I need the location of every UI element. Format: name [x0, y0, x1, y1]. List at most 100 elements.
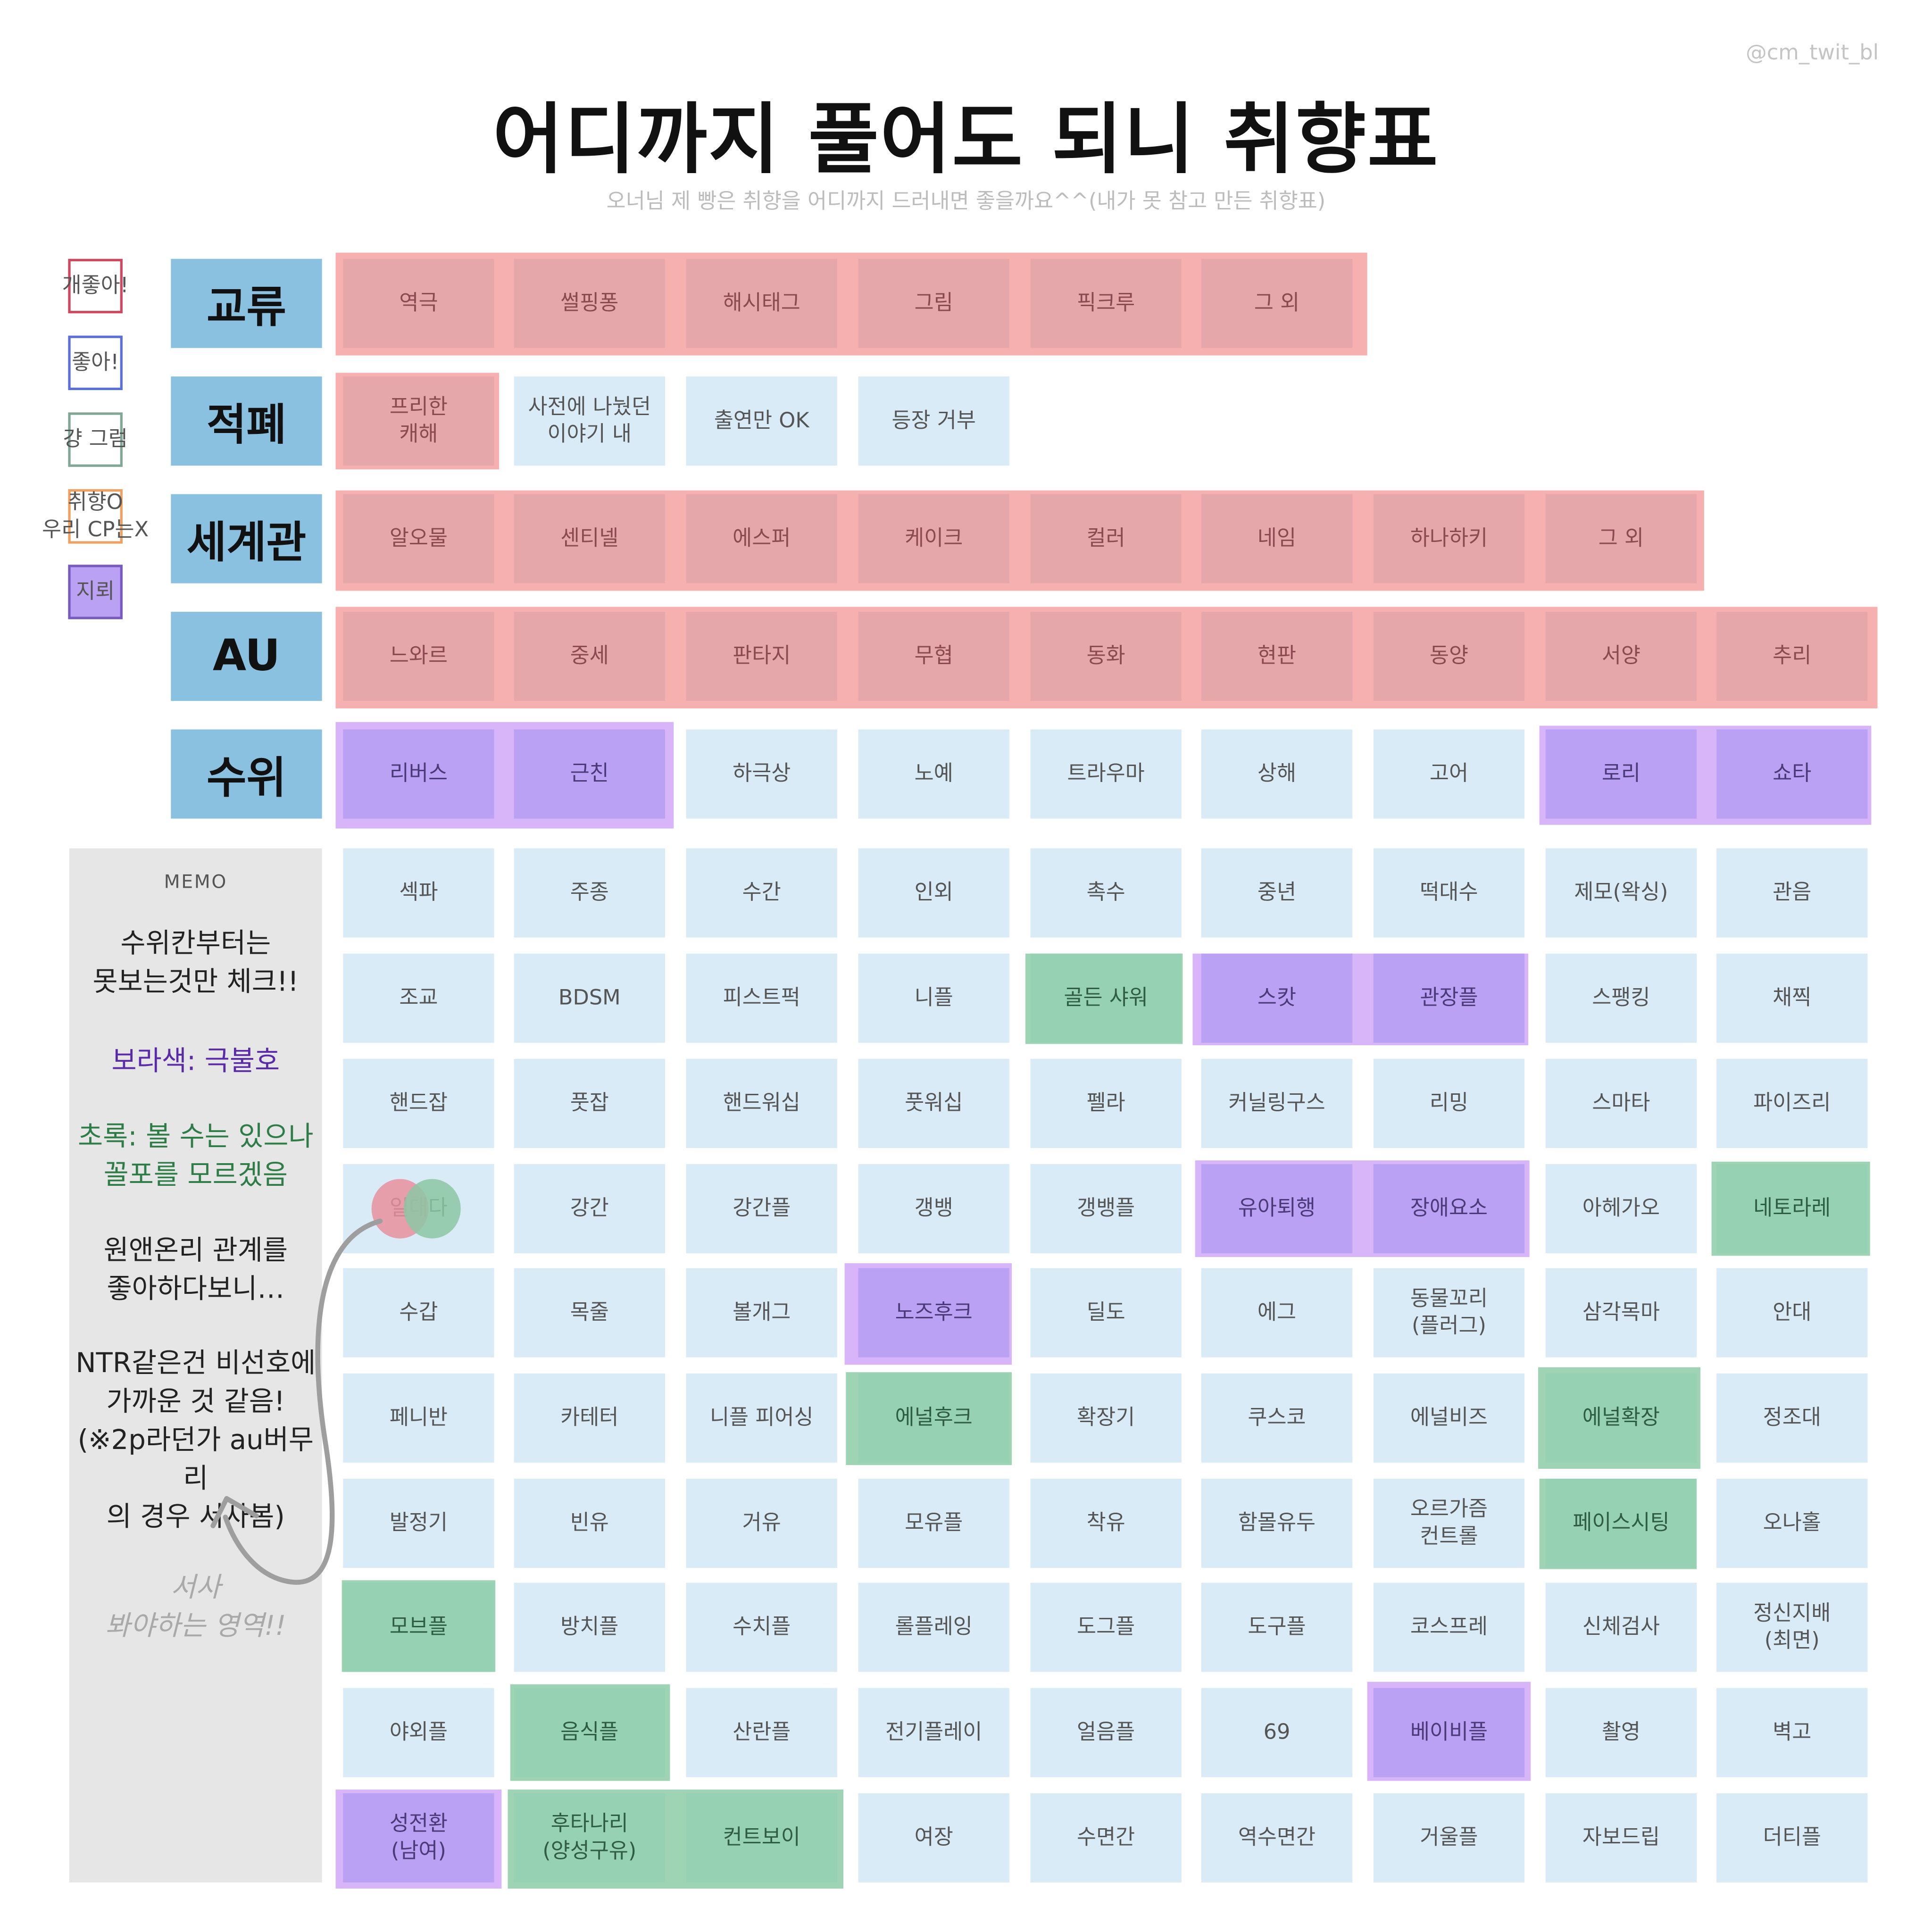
pref-cell-r15-c9: 더티플 [1716, 1793, 1868, 1882]
pref-cell-r8-c8: 스마타 [1545, 1058, 1697, 1148]
pref-cell-r11-c7: 에널비즈 [1373, 1373, 1525, 1463]
pref-cell-r10-c7: 동물꼬리 (플러그) [1373, 1268, 1525, 1357]
pref-cell-r14-c2: 음식플 [514, 1688, 665, 1777]
category-1: 교류 [171, 258, 322, 348]
pref-cell-r7-c1: 조교 [343, 953, 494, 1043]
pref-cell-r15-c1: 성전환 (남여) [343, 1793, 494, 1882]
pref-cell-r14-c4: 전기플레이 [858, 1688, 1009, 1777]
pref-cell-r12-c3: 거유 [686, 1478, 837, 1568]
pref-cell-r12-c5: 착유 [1030, 1478, 1182, 1568]
pref-cell-r8-c7: 리밍 [1373, 1058, 1525, 1148]
pref-cell-r6-c8: 제모(왁싱) [1545, 848, 1697, 938]
pref-cell-r10-c4: 노즈후크 [858, 1268, 1009, 1357]
legend-label-4: 취향O 우리 CP는X [42, 490, 149, 543]
legend-swatch-5 [68, 565, 123, 619]
pref-cell-r9-c1: 일대다 [343, 1164, 494, 1254]
pref-cell-r13-c9: 정신지배 (최면) [1716, 1582, 1868, 1672]
category-5: 수위 [171, 729, 322, 819]
pref-cell-r15-c6: 역수면간 [1201, 1793, 1353, 1882]
pref-cell-r11-c9: 정조대 [1716, 1373, 1868, 1463]
pref-cell-r15-c3: 컨트보이 [686, 1793, 837, 1882]
pref-cell-r10-c2: 목줄 [514, 1268, 665, 1357]
pref-cell-r6-c3: 수간 [686, 848, 837, 938]
pref-cell-r12-c6: 함몰유두 [1201, 1478, 1353, 1568]
pref-cell-r12-c7: 오르가즘 컨트롤 [1373, 1478, 1525, 1568]
pref-cell-r5-c6: 상해 [1201, 729, 1353, 819]
pref-cell-r9-c4: 갱뱅 [858, 1164, 1009, 1254]
legend-label-3: 걍 그럼 [63, 427, 128, 452]
pref-cell-r13-c7: 코스프레 [1373, 1582, 1525, 1672]
pref-cell-r10-c8: 삼각목마 [1545, 1268, 1697, 1357]
pref-cell-r9-c2: 강간 [514, 1164, 665, 1254]
pref-cell-r3-c2: 센티넬 [514, 494, 665, 583]
pref-cell-r6-c7: 떡대수 [1373, 848, 1525, 938]
pref-cell-r15-c4: 여장 [858, 1793, 1009, 1882]
pref-cell-r4-c8: 서양 [1545, 612, 1697, 701]
pref-cell-r13-c6: 도구플 [1201, 1582, 1353, 1672]
pref-cell-r14-c9: 벽고 [1716, 1688, 1868, 1777]
author-handle: @cm_twit_bl [1746, 41, 1879, 66]
pref-cell-r5-c7: 고어 [1373, 729, 1525, 819]
pref-cell-r15-c8: 자보드립 [1545, 1793, 1697, 1882]
pref-cell-r12-c4: 모유플 [858, 1478, 1009, 1568]
pref-cell-r9-c3: 강간플 [686, 1164, 837, 1254]
pref-cell-r10-c3: 볼개그 [686, 1268, 837, 1357]
pref-cell-r14-c7: 베이비플 [1373, 1688, 1525, 1777]
pref-cell-r10-c1: 수갑 [343, 1268, 494, 1357]
legend-swatch-4 [68, 489, 123, 544]
pref-cell-r4-c3: 판타지 [686, 612, 837, 701]
pref-cell-r3-c8: 그 외 [1545, 494, 1697, 583]
pref-cell-r3-c1: 알오물 [343, 494, 494, 583]
pref-cell-r1-c1: 역극 [343, 258, 494, 348]
pref-cell-r7-c8: 스팽킹 [1545, 953, 1697, 1043]
pref-cell-r8-c3: 핸드워십 [686, 1058, 837, 1148]
pref-cell-r9-c8: 아헤가오 [1545, 1164, 1697, 1254]
pref-cell-r4-c1: 느와르 [343, 612, 494, 701]
pref-cell-r11-c2: 카테터 [514, 1373, 665, 1463]
memo-note-purple: 보라색: 극불호 [111, 1046, 280, 1078]
pref-cell-r10-c6: 에그 [1201, 1268, 1353, 1357]
pref-cell-r6-c4: 인외 [858, 848, 1009, 938]
pref-cell-r15-c7: 거울플 [1373, 1793, 1525, 1882]
pref-cell-r9-c7: 장애요소 [1373, 1164, 1525, 1254]
pref-cell-r15-c5: 수면간 [1030, 1793, 1182, 1882]
pref-cell-r11-c6: 쿠스코 [1201, 1373, 1353, 1463]
pref-cell-r15-c2: 후타나리 (양성구유) [514, 1793, 665, 1882]
pref-cell-r8-c2: 풋잡 [514, 1058, 665, 1148]
pref-cell-r2-c4: 등장 거부 [858, 376, 1009, 466]
pref-cell-r5-c5: 트라우마 [1030, 729, 1182, 819]
category-4: AU [171, 612, 322, 701]
pref-cell-r4-c5: 동화 [1030, 612, 1182, 701]
pref-cell-r13-c5: 도그플 [1030, 1582, 1182, 1672]
pref-cell-r8-c9: 파이즈리 [1716, 1058, 1868, 1148]
pref-cell-r4-c6: 현판 [1201, 612, 1353, 701]
legend-swatch-1 [68, 258, 123, 314]
pref-cell-r11-c8: 에널확장 [1545, 1373, 1697, 1463]
pref-cell-r10-c5: 딜도 [1030, 1268, 1182, 1357]
memo-header: MEMO [164, 870, 228, 893]
pref-cell-r13-c2: 방치플 [514, 1582, 665, 1672]
pref-cell-r5-c2: 근친 [514, 729, 665, 819]
pref-cell-r9-c6: 유아퇴행 [1201, 1164, 1353, 1254]
highlight-band [335, 252, 1367, 356]
pref-cell-r10-c9: 안대 [1716, 1268, 1868, 1357]
pref-cell-r11-c1: 페니반 [343, 1373, 494, 1463]
pref-cell-r3-c7: 하나하키 [1373, 494, 1525, 583]
pref-cell-r11-c5: 확장기 [1030, 1373, 1182, 1463]
pref-cell-r14-c3: 산란플 [686, 1688, 837, 1777]
pref-cell-r2-c2: 사전에 나눴던 이야기 내 [514, 376, 665, 466]
pref-cell-r5-c3: 하극상 [686, 729, 837, 819]
category-2: 적폐 [171, 376, 322, 466]
pref-cell-r8-c6: 커닐링구스 [1201, 1058, 1353, 1148]
memo-note-relationship: 원앤온리 관계를 좋아하다보니… [103, 1236, 288, 1306]
pref-cell-r5-c9: 쇼타 [1716, 729, 1868, 819]
page-title: 어디까지 풀어도 되니 취향표 [492, 94, 1440, 185]
pref-cell-r13-c1: 모브플 [343, 1582, 494, 1672]
pref-cell-r4-c2: 중세 [514, 612, 665, 701]
pref-cell-r12-c2: 빈유 [514, 1478, 665, 1568]
pref-cell-r14-c6: 69 [1201, 1688, 1353, 1777]
pref-cell-r1-c5: 픽크루 [1030, 258, 1182, 348]
pref-cell-r3-c6: 네임 [1201, 494, 1353, 583]
memo-note-ntr: NTR같은건 비선호에 가까운 것 같음! (※2p라던가 au버무리 의 경우… [75, 1349, 316, 1533]
